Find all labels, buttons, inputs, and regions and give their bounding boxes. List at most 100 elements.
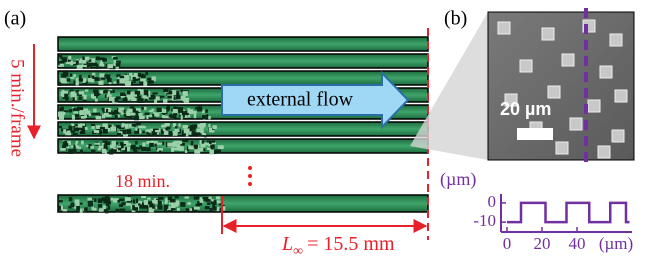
speckle [165, 199, 168, 204]
speckle [157, 205, 162, 209]
speckle [72, 97, 75, 102]
speckle [95, 99, 98, 102]
speckle [117, 200, 120, 203]
speckle [185, 115, 187, 118]
pillar [520, 60, 532, 72]
speckle [61, 80, 63, 83]
speckle [188, 146, 194, 150]
speckle [163, 99, 167, 103]
speckle [162, 115, 165, 118]
speckle [124, 75, 129, 78]
speckle [61, 74, 66, 78]
speckle [115, 98, 119, 102]
speckle [62, 209, 67, 211]
speckle [85, 127, 88, 130]
speckle [76, 141, 79, 144]
speckle [126, 141, 128, 146]
speckle [68, 56, 71, 60]
speckle [151, 77, 154, 81]
speckle [182, 125, 187, 128]
speckle [181, 96, 186, 100]
speckle [133, 148, 137, 152]
speckle [128, 98, 131, 101]
speckle [104, 144, 108, 149]
speckle [170, 199, 176, 202]
pillar [615, 90, 627, 102]
speckle [87, 65, 89, 68]
speckle [76, 206, 80, 211]
speckle [199, 199, 203, 203]
speckle [82, 60, 86, 64]
speckle [176, 95, 181, 99]
speckle [94, 130, 99, 133]
speckle [167, 143, 172, 147]
speckle [165, 131, 168, 134]
speckle [126, 81, 131, 85]
speckle [157, 148, 163, 151]
speckle [217, 207, 220, 211]
speckle [154, 114, 159, 117]
speckle [169, 115, 172, 118]
speckle [80, 150, 83, 153]
speckle [96, 125, 101, 129]
speckle [93, 89, 98, 92]
speckle [126, 203, 131, 206]
speckle [99, 208, 103, 212]
speckle [123, 130, 127, 135]
scale-bar [517, 128, 553, 140]
speckle [112, 141, 116, 146]
speckle [95, 77, 100, 81]
speckle [147, 198, 150, 200]
x-tick-label: 0 [503, 234, 512, 253]
speckle [62, 57, 67, 62]
speckle [89, 114, 91, 116]
speckle [61, 206, 63, 211]
speckle [147, 78, 151, 81]
speckle [123, 98, 128, 103]
speckle [87, 198, 92, 201]
speckle [173, 113, 177, 115]
x-axis-unit: (µm) [599, 234, 633, 253]
speckle [149, 97, 154, 99]
speckle [169, 131, 172, 136]
speckle [69, 197, 72, 201]
speckle [79, 96, 82, 100]
speckle [59, 108, 62, 112]
speckle [144, 107, 147, 110]
speckle [102, 129, 107, 134]
speckle [175, 126, 177, 128]
speckle [130, 113, 135, 116]
speckle [197, 203, 200, 206]
speckle [60, 148, 66, 151]
ellipsis [248, 166, 252, 186]
y-tick-label: 0 [488, 192, 497, 211]
pillar [556, 142, 568, 154]
speckle [134, 131, 139, 134]
speckle [132, 205, 135, 210]
speckle [203, 197, 209, 201]
speckle [173, 142, 178, 147]
speckle [131, 95, 133, 97]
speckle [136, 76, 139, 78]
time-label: 18 min. [115, 171, 170, 191]
speckle [201, 123, 206, 127]
speckle [83, 95, 87, 100]
speckle [107, 78, 112, 82]
speckle [149, 110, 153, 112]
profile-line [507, 203, 630, 222]
speckle [116, 142, 118, 144]
speckle [208, 124, 210, 127]
speckle [137, 147, 140, 149]
pillar [542, 28, 554, 40]
speckle [218, 145, 224, 149]
speckle [163, 109, 167, 113]
speckle [114, 60, 116, 63]
speckle [116, 63, 121, 67]
speckle [93, 108, 97, 112]
speckle [129, 73, 132, 76]
speckle [163, 125, 167, 128]
speckle [91, 79, 95, 82]
speckle [194, 132, 200, 135]
speckle [145, 99, 148, 101]
speckle [71, 123, 74, 126]
